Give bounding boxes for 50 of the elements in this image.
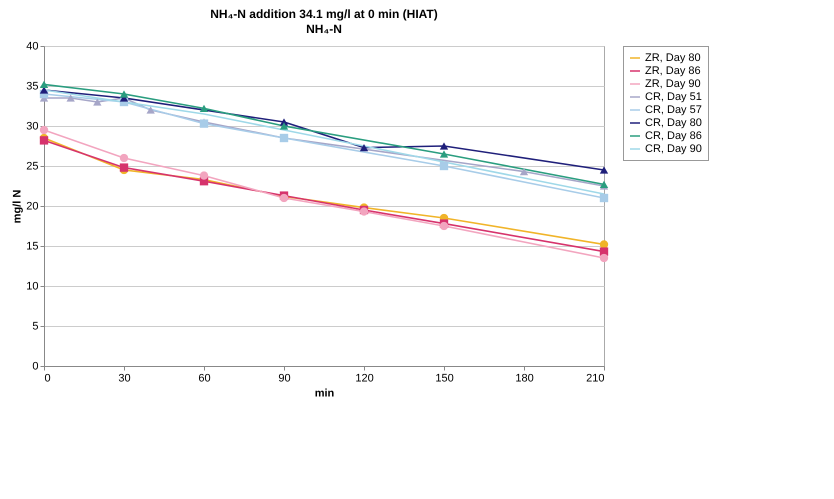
x-tick-label: 60 [198, 372, 211, 384]
point [40, 126, 48, 134]
y-tick-label: 0 [32, 360, 38, 372]
legend-label: ZR, Day 86 [645, 65, 701, 77]
y-tick-label: 5 [32, 320, 38, 332]
point [600, 166, 608, 174]
point [120, 163, 128, 172]
point [440, 162, 448, 170]
legend-label: ZR, Day 80 [645, 52, 701, 64]
point [600, 254, 608, 262]
y-tick-label: 10 [26, 280, 38, 292]
point [280, 122, 288, 130]
x-tick-label: 210 [586, 372, 604, 384]
y-tick-label: 40 [26, 40, 38, 52]
point [120, 154, 128, 162]
point [200, 104, 208, 112]
point [200, 171, 208, 180]
point [40, 136, 48, 145]
legend-label: ZR, Day 90 [645, 78, 701, 90]
point [440, 142, 448, 150]
y-axis-title: mg/l N [11, 190, 24, 224]
legend-label: CR, Day 90 [645, 143, 702, 155]
point [93, 98, 102, 106]
point [440, 150, 448, 158]
point [40, 80, 48, 88]
point [146, 106, 155, 114]
x-tick-label: 30 [118, 372, 131, 384]
chart-title: NH₄-N addition 34.1 mg/l at 0 min (HIAT) [210, 7, 438, 21]
y-tick-label: 15 [26, 240, 38, 252]
x-tick-label: 0 [44, 372, 51, 384]
point [440, 222, 448, 230]
x-tick-label: 90 [278, 372, 291, 384]
legend-label: CR, Day 80 [645, 117, 702, 129]
point [66, 94, 75, 102]
point [520, 168, 528, 176]
x-tick-label: 180 [515, 372, 534, 384]
y-tick-label: 35 [26, 80, 38, 92]
x-tick-label: 150 [435, 372, 454, 384]
legend-label: CR, Day 86 [645, 130, 702, 142]
x-tick-label: 120 [355, 372, 374, 384]
point [600, 194, 608, 202]
y-tick-label: 25 [26, 160, 38, 172]
point [120, 90, 128, 98]
legend-label: CR, Day 57 [645, 104, 702, 116]
y-tick-label: 20 [26, 200, 38, 212]
point [360, 144, 368, 152]
legend-label: CR, Day 51 [645, 91, 702, 103]
chart-subtitle: NH₄-N [306, 22, 342, 36]
x-axis-title: min [314, 388, 335, 400]
y-tick-label: 30 [26, 120, 38, 132]
